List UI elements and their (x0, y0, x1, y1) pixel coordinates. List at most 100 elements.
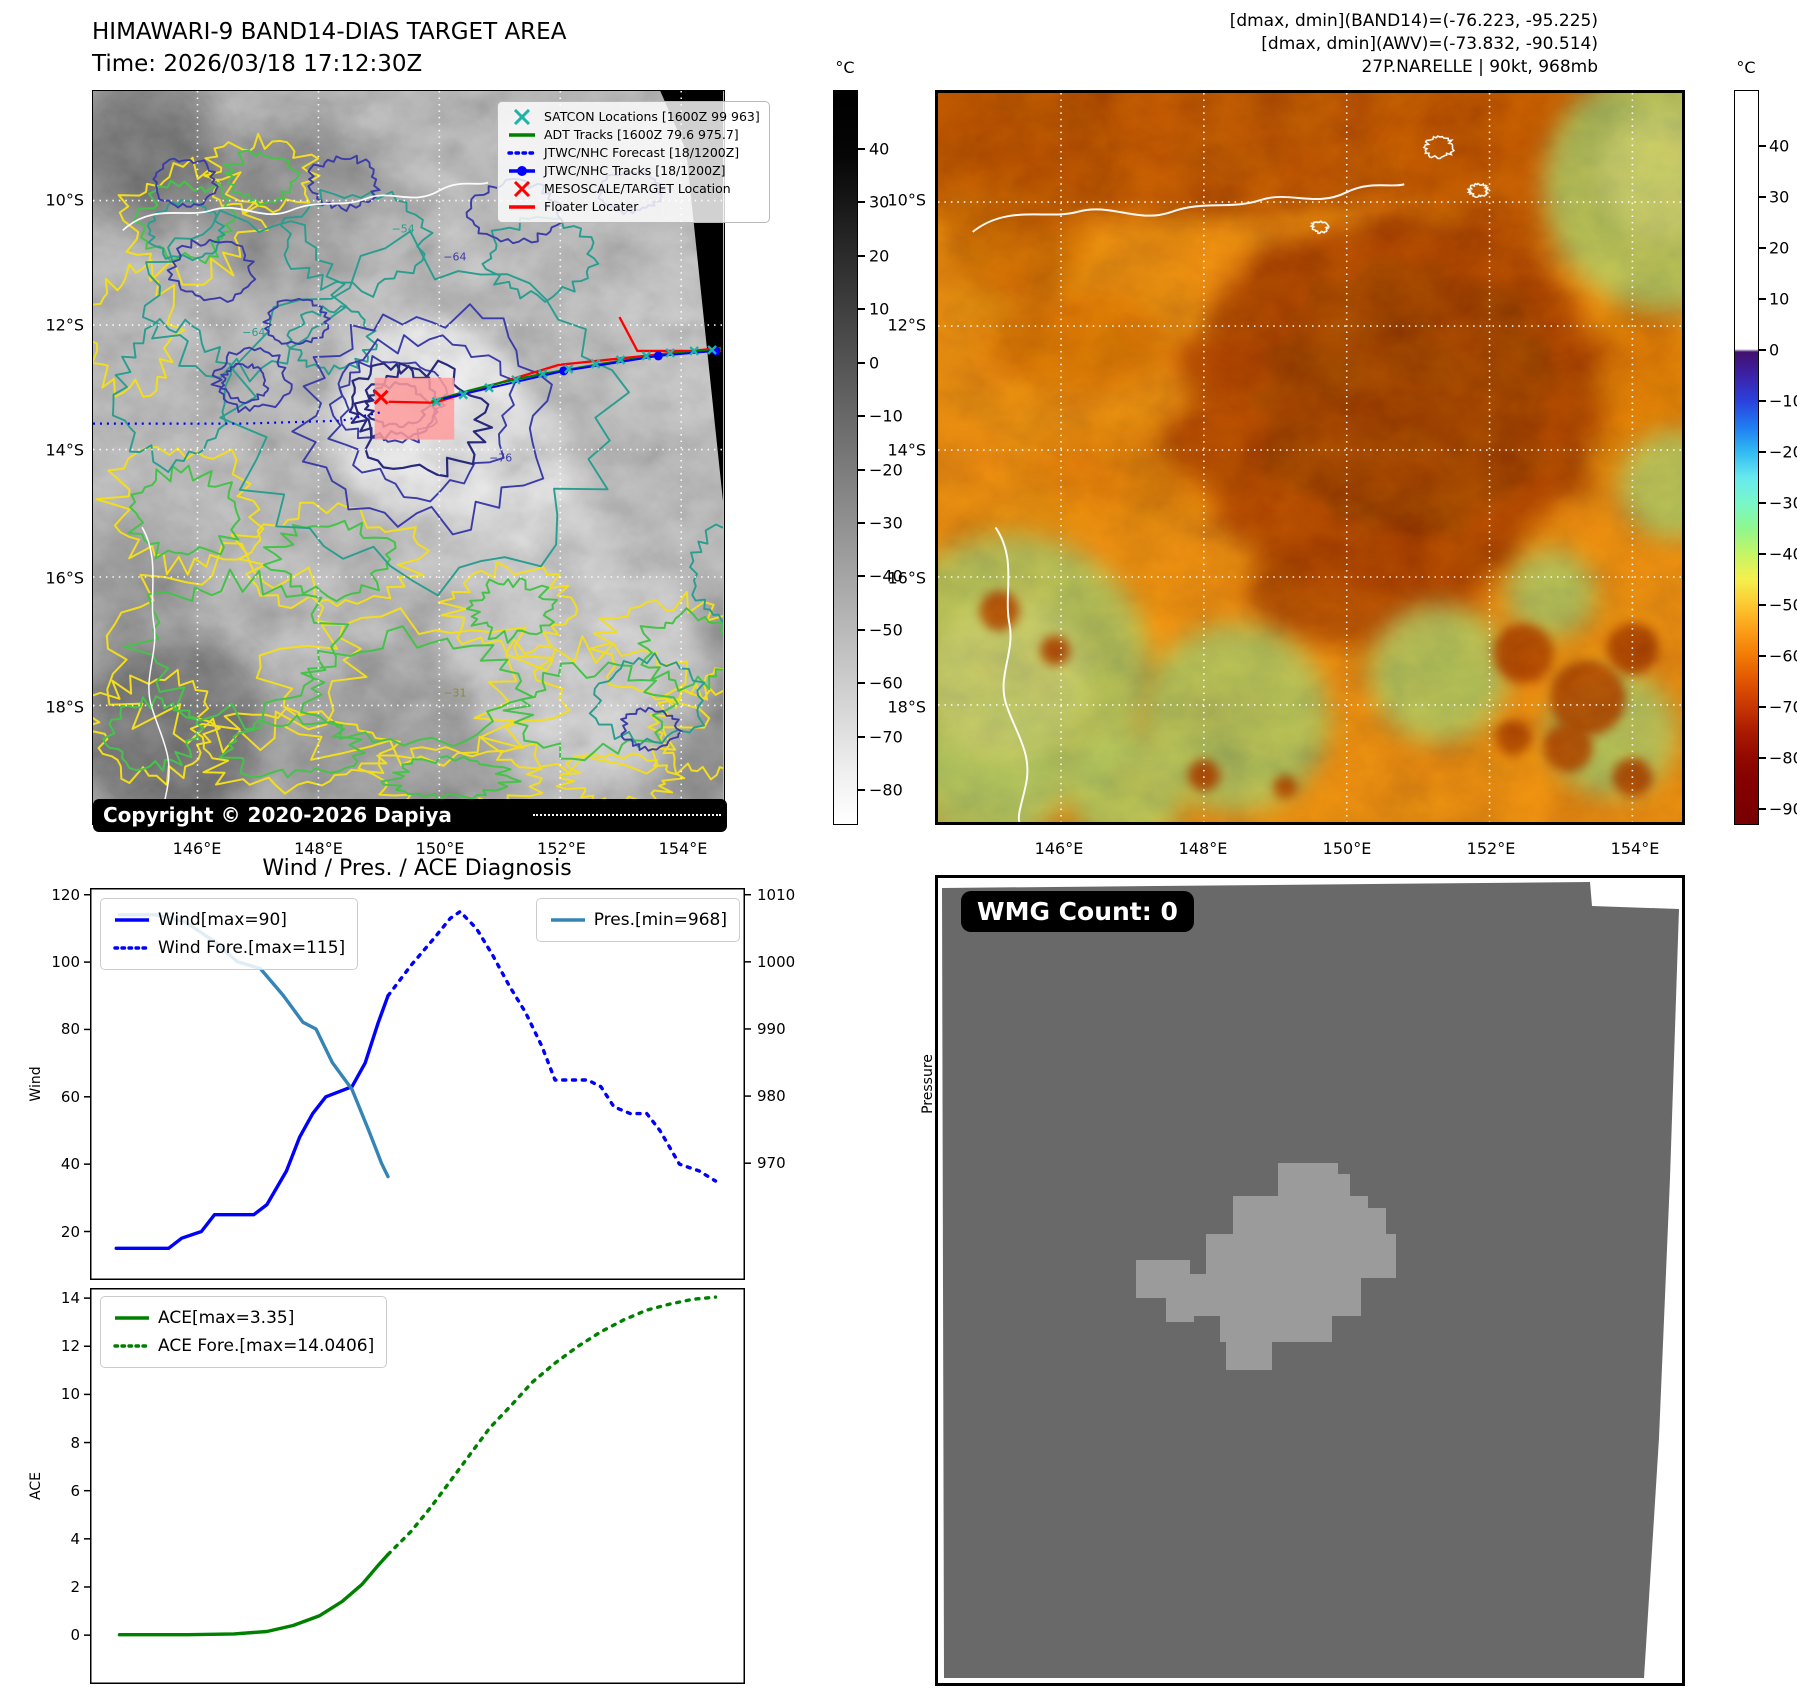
info-line-awv: [dmax, dmin](AWV)=(-73.832, -90.514) (1261, 34, 1598, 54)
band14-ytick: 14°S (45, 440, 84, 460)
chart-legend-label: Wind Fore.[max=115] (158, 938, 346, 958)
map-legend-label: MESOSCALE/TARGET Location (544, 181, 731, 196)
ace-ytick: 8 (70, 1433, 80, 1452)
awv-ytick: 12°S (887, 315, 926, 335)
line-legend-marker (115, 918, 149, 922)
awv-cbar-tick-label: −20 (1769, 442, 1797, 462)
band14-time: Time: 2026/03/18 17:12:30Z (92, 51, 423, 77)
pressure-ytick: 980 (757, 1087, 786, 1106)
band14-cbar-tick-label: 40 (869, 139, 890, 159)
awv-cbar-tick-label: −90 (1769, 799, 1797, 819)
band14-cbar-tick-mark (858, 254, 865, 257)
band14-cbar-tick-label: 10 (869, 299, 890, 319)
band14-cbar-tick-label: −60 (869, 673, 903, 693)
band14-header: HIMAWARI-9 BAND14-DIAS TARGET AREA Time:… (92, 16, 566, 80)
band14-xtick: 150°E (415, 839, 465, 858)
awv-cbar-tick-label: −70 (1769, 697, 1797, 717)
band14-cbar-tick-label: −70 (869, 727, 903, 747)
awv-xtick: 148°E (1178, 839, 1228, 858)
svg-text:−64: −64 (242, 326, 265, 339)
x-legend-marker (513, 109, 531, 125)
awv-xtick: 146°E (1034, 839, 1084, 858)
band14-title: HIMAWARI-9 BAND14-DIAS TARGET AREA (92, 19, 567, 45)
awv-cbar-tick-mark (1759, 501, 1766, 504)
line-dot-legend-marker (509, 166, 535, 176)
awv-info-block: [dmax, dmin](BAND14)=(-76.223, -95.225) … (1100, 10, 1598, 79)
chart-legend-label: ACE[max=3.35] (158, 1308, 295, 1328)
ace-ytick: 4 (70, 1529, 80, 1548)
awv-cbar-tick-label: −50 (1769, 595, 1797, 615)
awv-cbar-tick-mark (1759, 399, 1766, 402)
band14-cbar-tick-label: −80 (869, 780, 903, 800)
ace-ytick: 2 (70, 1577, 80, 1596)
awv-colorbar (1734, 90, 1759, 825)
band14-cbar-tick-mark (858, 415, 865, 418)
wind-ytick: 40 (60, 1155, 80, 1174)
pressure-ytick: 990 (757, 1019, 786, 1038)
svg-text:−64: −64 (443, 250, 466, 263)
map-legend-item: JTWC/NHC Forecast [18/1200Z] (507, 144, 760, 162)
ace-legend: ACE[max=3.35] ACE Fore.[max=14.0406] (100, 1296, 388, 1368)
awv-ytick: 16°S (887, 568, 926, 588)
wind-ytick: 120 (51, 885, 80, 904)
band14-cbar-tick-mark (858, 147, 865, 150)
awv-xtick: 152°E (1466, 839, 1516, 858)
band14-cbar-tick-label: 20 (869, 246, 890, 266)
pressure-axis-label: Pressure (920, 1054, 936, 1114)
pressure-ytick: 1000 (757, 952, 796, 971)
pressure-ytick: 1010 (757, 885, 796, 904)
map-legend-item: Floater Locater (507, 198, 760, 216)
pressure-ytick: 970 (757, 1154, 786, 1173)
band14-cbar-tick-mark (858, 201, 865, 204)
band14-cbar-tick-label: −10 (869, 406, 903, 426)
awv-ytick: 18°S (887, 697, 926, 717)
awv-cbar-tick-mark (1759, 807, 1766, 810)
svg-text:−31: −31 (443, 687, 466, 700)
band14-cbar-tick-mark (858, 468, 865, 471)
band14-ytick: 10°S (45, 190, 84, 210)
info-line-band14: [dmax, dmin](BAND14)=(-76.223, -95.225) (1229, 11, 1598, 31)
band14-cbar-tick-mark (858, 789, 865, 792)
band14-cbar-tick-label: −30 (869, 513, 903, 533)
band14-ytick: 18°S (45, 697, 84, 717)
svg-text:−76: −76 (489, 451, 512, 464)
awv-xtick: 154°E (1610, 839, 1660, 858)
awv-ytick: 14°S (887, 440, 926, 460)
wind-ytick: 60 (60, 1087, 80, 1106)
ace-ytick: 10 (60, 1385, 80, 1404)
awv-cbar-tick-mark (1759, 654, 1766, 657)
diagnosis-title: Wind / Pres. / ACE Diagnosis (262, 856, 572, 881)
ace-axis-label: ACE (28, 1472, 44, 1500)
awv-cbar-tick-label: −10 (1769, 391, 1797, 411)
awv-colorbar-unit: °C (1736, 58, 1756, 77)
map-legend-item: MESOSCALE/TARGET Location (507, 180, 760, 198)
awv-cbar-tick-label: 0 (1769, 340, 1780, 360)
awv-cbar-tick-mark (1759, 196, 1766, 199)
chart-legend-item: ACE Fore.[max=14.0406] (113, 1332, 374, 1360)
dotted-legend-marker (113, 946, 151, 950)
map-legend-item: SATCON Locations [1600Z 99 963] (507, 108, 760, 126)
line-legend-marker (509, 205, 535, 209)
dotted-legend-marker (113, 1344, 151, 1348)
map-legend-label: JTWC/NHC Forecast [18/1200Z] (544, 145, 740, 160)
chart-legend-item: Wind Fore.[max=115] (113, 934, 345, 962)
band14-cbar-tick-mark (858, 628, 865, 631)
awv-cbar-tick-label: −30 (1769, 493, 1797, 513)
awv-cbar-tick-label: −40 (1769, 544, 1797, 564)
line-legend-marker (550, 918, 585, 922)
band14-cbar-tick-mark (858, 521, 865, 524)
dotted-legend-marker (507, 151, 537, 155)
band14-colorbar (833, 90, 858, 825)
wind-ytick: 100 (51, 953, 80, 972)
chart-legend-label: ACE Fore.[max=14.0406] (158, 1336, 375, 1356)
band14-ytick: 12°S (45, 315, 84, 335)
awv-cbar-tick-label: 10 (1769, 289, 1790, 309)
awv-map (935, 90, 1685, 825)
wmg-panel (935, 875, 1685, 1686)
wind-ytick: 20 (60, 1222, 80, 1241)
map-legend-label: SATCON Locations [1600Z 99 963] (544, 109, 760, 124)
svg-text:−54: −54 (392, 222, 415, 235)
awv-cbar-tick-mark (1759, 603, 1766, 606)
awv-ytick: 10°S (887, 190, 926, 210)
awv-cbar-tick-mark (1759, 450, 1766, 453)
